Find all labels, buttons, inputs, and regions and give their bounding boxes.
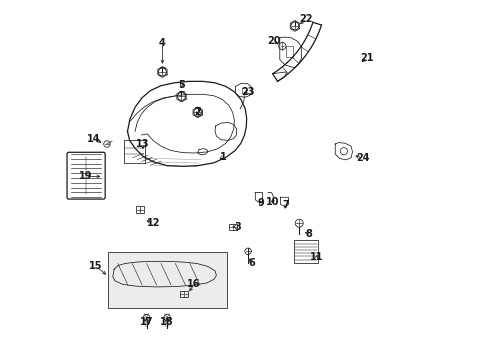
Bar (229, 224, 237, 230)
Text: 7: 7 (282, 200, 289, 210)
Text: 8: 8 (305, 229, 312, 239)
Bar (294, 240, 318, 263)
Text: 11: 11 (309, 252, 323, 262)
Text: 4: 4 (158, 38, 165, 48)
Text: 9: 9 (257, 198, 264, 208)
Text: 1: 1 (219, 152, 226, 162)
Text: 19: 19 (79, 171, 92, 181)
Text: 2: 2 (194, 107, 201, 117)
Text: 22: 22 (299, 14, 312, 24)
Text: 13: 13 (136, 139, 149, 149)
Text: 5: 5 (178, 80, 184, 90)
Text: 14: 14 (87, 134, 101, 144)
Text: 21: 21 (360, 53, 373, 63)
Bar (179, 291, 187, 297)
Text: 18: 18 (160, 317, 174, 327)
Text: 6: 6 (248, 258, 255, 268)
Text: 24: 24 (356, 153, 369, 163)
Text: 15: 15 (89, 261, 102, 271)
Bar (285, 46, 293, 57)
Text: 10: 10 (265, 197, 279, 207)
Text: 17: 17 (140, 317, 153, 327)
Text: 20: 20 (267, 36, 280, 46)
Text: 3: 3 (233, 222, 240, 232)
Text: 16: 16 (187, 279, 201, 289)
Text: 23: 23 (241, 87, 254, 97)
Bar (108, 252, 227, 308)
Bar (136, 206, 144, 213)
Text: 12: 12 (147, 218, 160, 228)
Bar (123, 140, 145, 163)
